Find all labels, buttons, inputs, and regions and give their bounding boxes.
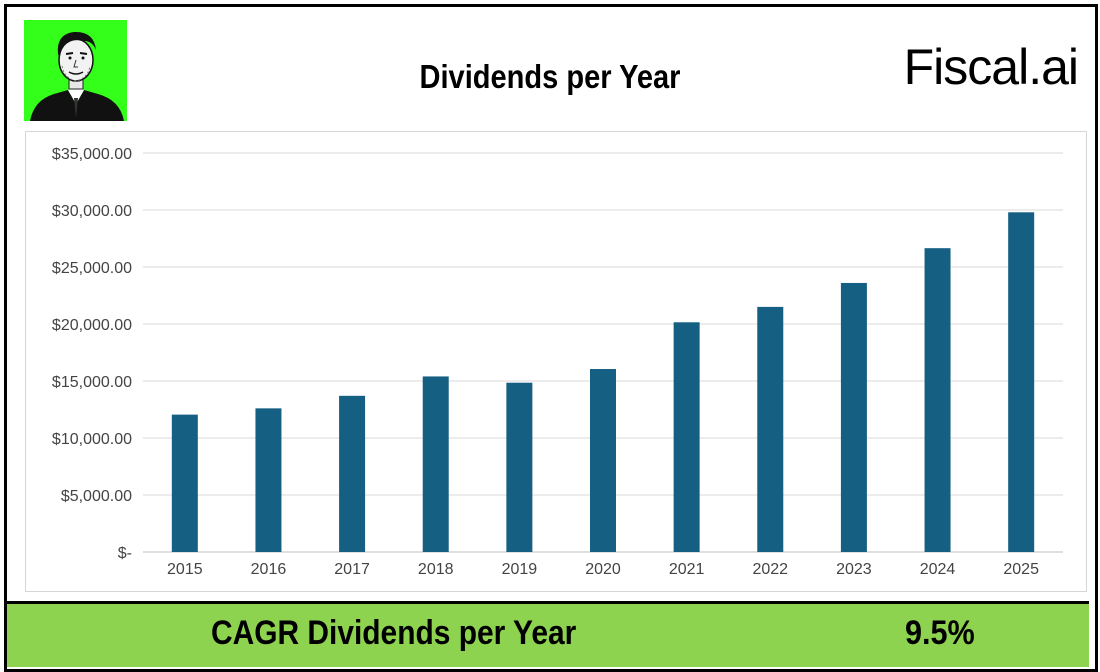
y-tick-label: $10,000.00 (52, 431, 132, 448)
chart-container: $- $5,000.00 $10,000.00 $15,000.00 $20,000.0… (25, 131, 1087, 592)
y-tick-label: $25,000.00 (52, 260, 132, 277)
x-tick-label: 2016 (251, 561, 287, 578)
x-tick-label: 2017 (334, 561, 370, 578)
bar (924, 248, 951, 552)
x-tick-label: 2019 (502, 561, 538, 578)
x-tick-label: 2018 (418, 561, 454, 578)
x-tick-label: 2023 (836, 561, 872, 578)
bar (757, 306, 784, 552)
bar-chart: $- $5,000.00 $10,000.00 $15,000.00 $20,000.0… (52, 146, 1063, 578)
bar (590, 369, 616, 552)
y-tick-label: $20,000.00 (52, 317, 132, 334)
x-tick-label: 2022 (752, 561, 788, 578)
x-tick-label: 2020 (585, 561, 621, 578)
bar (506, 382, 533, 552)
bar (422, 376, 449, 552)
author-avatar (24, 20, 127, 121)
x-tick-label: 2024 (920, 561, 956, 578)
y-tick-label: $35,000.00 (52, 146, 132, 163)
y-tick-label: $15,000.00 (52, 374, 132, 391)
brand-logo: Fiscal.ai (903, 39, 1079, 95)
cagr-banner: CAGR Dividends per Year 9.5% (7, 601, 1089, 667)
bar (339, 395, 366, 552)
y-tick-label: $5,000.00 (61, 488, 132, 505)
bar (255, 408, 282, 552)
bar (673, 322, 700, 552)
x-tick-label: 2025 (1003, 561, 1039, 578)
y-tick-label: $30,000.00 (52, 203, 132, 220)
y-tick-label: $- (118, 545, 132, 562)
cagr-label: CAGR Dividends per Year (211, 614, 577, 652)
x-tick-label: 2021 (669, 561, 705, 578)
bar (171, 414, 198, 552)
x-tick-label: 2015 (167, 561, 203, 578)
bar (1008, 212, 1035, 552)
chart-title: Dividends per Year (419, 58, 681, 95)
cagr-value: 9.5% (905, 614, 975, 652)
portrait-illustration (24, 20, 127, 121)
bar (840, 282, 867, 552)
